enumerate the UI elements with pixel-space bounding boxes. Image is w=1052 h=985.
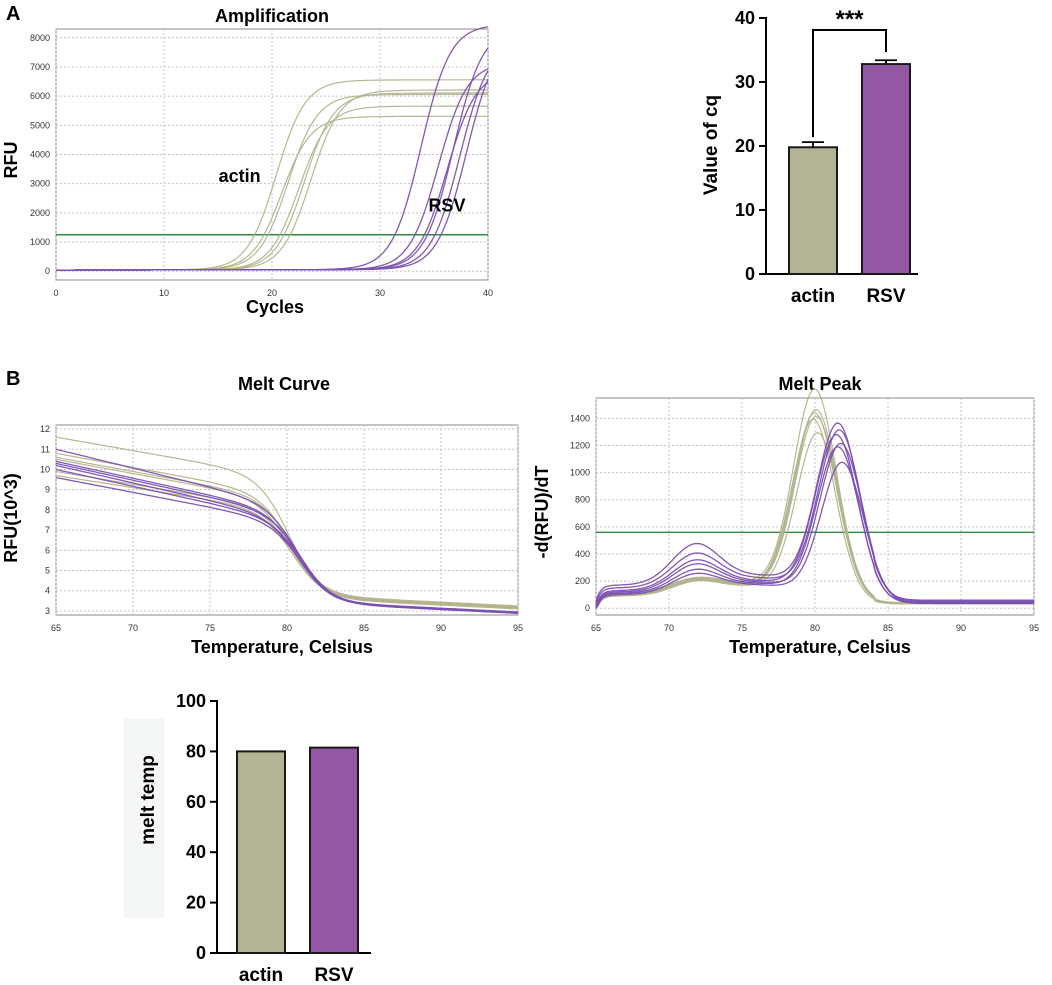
y-tick-label: 3: [45, 606, 50, 616]
actin-bar: [236, 750, 286, 955]
y-tick-label: 1000: [570, 468, 590, 478]
rsv-curve-6: [56, 78, 489, 271]
amplification-chart: Amplification RFU Cycles 0 10 20 30 40 0 1000 2…: [1, 6, 493, 317]
y-tick-label: 1000: [30, 237, 50, 247]
x-tick-label: 85: [359, 623, 369, 633]
melt-temp-ylabel: melt temp: [138, 755, 159, 845]
x-tick-label: 65: [591, 623, 601, 633]
y-tick-label: 10: [735, 200, 755, 220]
y-tick-label: 8: [45, 505, 50, 515]
y-tick-label: 2000: [30, 208, 50, 218]
melt-peak-title: Melt Peak: [778, 374, 862, 394]
y-tick-label: 8000: [30, 33, 50, 43]
amplification-title: Amplification: [215, 6, 329, 26]
y-tick-label: 11: [41, 444, 50, 454]
y-tick-label: 400: [575, 549, 590, 559]
y-tick-label: 5: [45, 566, 50, 576]
category-label-actin: actin: [239, 965, 283, 985]
y-tick-label: 3000: [30, 179, 50, 189]
x-tick-label: 70: [128, 623, 138, 633]
x-tick-label: 40: [483, 288, 493, 298]
y-tick-label: 80: [186, 741, 206, 761]
category-label-rsv: RSV: [866, 286, 905, 307]
rsv-curve-6: [595, 461, 1034, 609]
x-tick-label: 70: [664, 623, 674, 633]
y-tick-label: 6: [45, 545, 50, 555]
cq-bar-chart: Value of cq 0 10 20 30 40 actin RSV ***: [701, 6, 918, 307]
y-tick-label: 0: [45, 266, 50, 276]
y-tick-label: 200: [575, 576, 590, 586]
x-tick-label: 95: [1029, 623, 1039, 633]
actin-curve-6: [55, 474, 519, 609]
melt-temp-bar-chart: melt temp 0 20 40 60 80 100 actin RSV: [124, 691, 371, 985]
x-tick-label: 95: [513, 623, 523, 633]
rsv-bar: [309, 746, 359, 954]
y-tick-label: 20: [735, 136, 755, 156]
y-tick-label: 12: [40, 424, 50, 434]
melt-curve-title: Melt Curve: [238, 374, 330, 394]
melt-peak-xlabel: Temperature, Celsius: [729, 637, 911, 657]
x-tick-label: 85: [883, 623, 893, 633]
ylabel-background: [124, 718, 164, 918]
x-tick-label: 80: [810, 623, 820, 633]
significance-bracket: [812, 29, 887, 138]
y-tick-label: 7000: [30, 62, 50, 72]
y-tick-label: 6000: [30, 91, 50, 101]
plot-area: [55, 424, 519, 616]
panel-label-a: A: [6, 3, 20, 25]
x-tick-label: 80: [282, 623, 292, 633]
x-tick-label: 30: [375, 288, 385, 298]
category-label-actin: actin: [791, 286, 835, 307]
y-tick-label: 40: [186, 842, 206, 862]
category-label-rsv: RSV: [314, 965, 353, 985]
x-tick-label: 90: [436, 623, 446, 633]
y-tick-label: 0: [745, 264, 755, 284]
y-tick-label: 10: [40, 464, 50, 474]
y-tick-label: 0: [196, 943, 206, 963]
y-tick-label: 4: [45, 586, 50, 596]
significance-stars: ***: [835, 6, 864, 33]
amplification-xlabel: Cycles: [246, 297, 304, 317]
annotation-actin: actin: [219, 166, 261, 186]
y-tick-label: 1400: [570, 413, 590, 423]
x-tick-label: 75: [737, 623, 747, 633]
rsv-bar: [861, 63, 911, 275]
x-tick-label: 10: [159, 288, 169, 298]
y-tick-label: 4000: [30, 150, 50, 160]
y-tick-label: 1200: [570, 440, 590, 450]
x-tick-label: 90: [956, 623, 966, 633]
y-tick-label: 20: [186, 893, 206, 913]
melt-curve-chart: Melt Curve RFU(10^3) Temperature, Celsiu…: [1, 374, 523, 657]
cq-bar-ylabel: Value of cq: [701, 95, 722, 195]
y-tick-label: 60: [186, 792, 206, 812]
x-tick-label: 20: [267, 288, 277, 298]
melt-peak-chart: Melt Peak -d(RFU)/dT Temperature, Celsiu…: [532, 374, 1039, 657]
y-tick-label: 100: [176, 691, 206, 711]
y-tick-label: 40: [735, 8, 755, 28]
amplification-ylabel: RFU: [1, 142, 21, 179]
rsv-curve-6: [55, 476, 519, 614]
melt-curve-ylabel: RFU(10^3): [1, 473, 21, 563]
y-tick-label: 30: [735, 72, 755, 92]
y-tick-label: 600: [575, 522, 590, 532]
x-tick-label: 75: [205, 623, 215, 633]
rsv-curve-2: [595, 429, 1034, 605]
y-tick-label: 0: [585, 603, 590, 613]
y-tick-label: 5000: [30, 120, 50, 130]
y-tick-label: 7: [45, 525, 50, 535]
y-tick-label: 9: [45, 485, 50, 495]
melt-peak-ylabel: -d(RFU)/dT: [532, 466, 552, 559]
melt-curve-xlabel: Temperature, Celsius: [191, 637, 373, 657]
x-tick-label: 65: [51, 623, 61, 633]
annotation-rsv: RSV: [428, 195, 465, 215]
panel-label-b: B: [6, 368, 20, 390]
actin-bar: [788, 146, 838, 275]
y-tick-label: 800: [575, 495, 590, 505]
x-tick-label: 0: [53, 288, 58, 298]
